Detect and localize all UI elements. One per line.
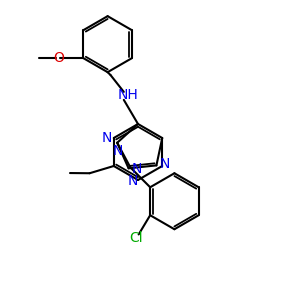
Text: N: N [159,158,170,171]
Text: NH: NH [117,88,138,102]
Text: N: N [128,174,138,188]
Text: N: N [131,162,142,176]
Text: N: N [113,144,123,158]
Text: Cl: Cl [129,231,142,245]
Text: N: N [102,131,112,145]
Text: O: O [53,51,64,65]
